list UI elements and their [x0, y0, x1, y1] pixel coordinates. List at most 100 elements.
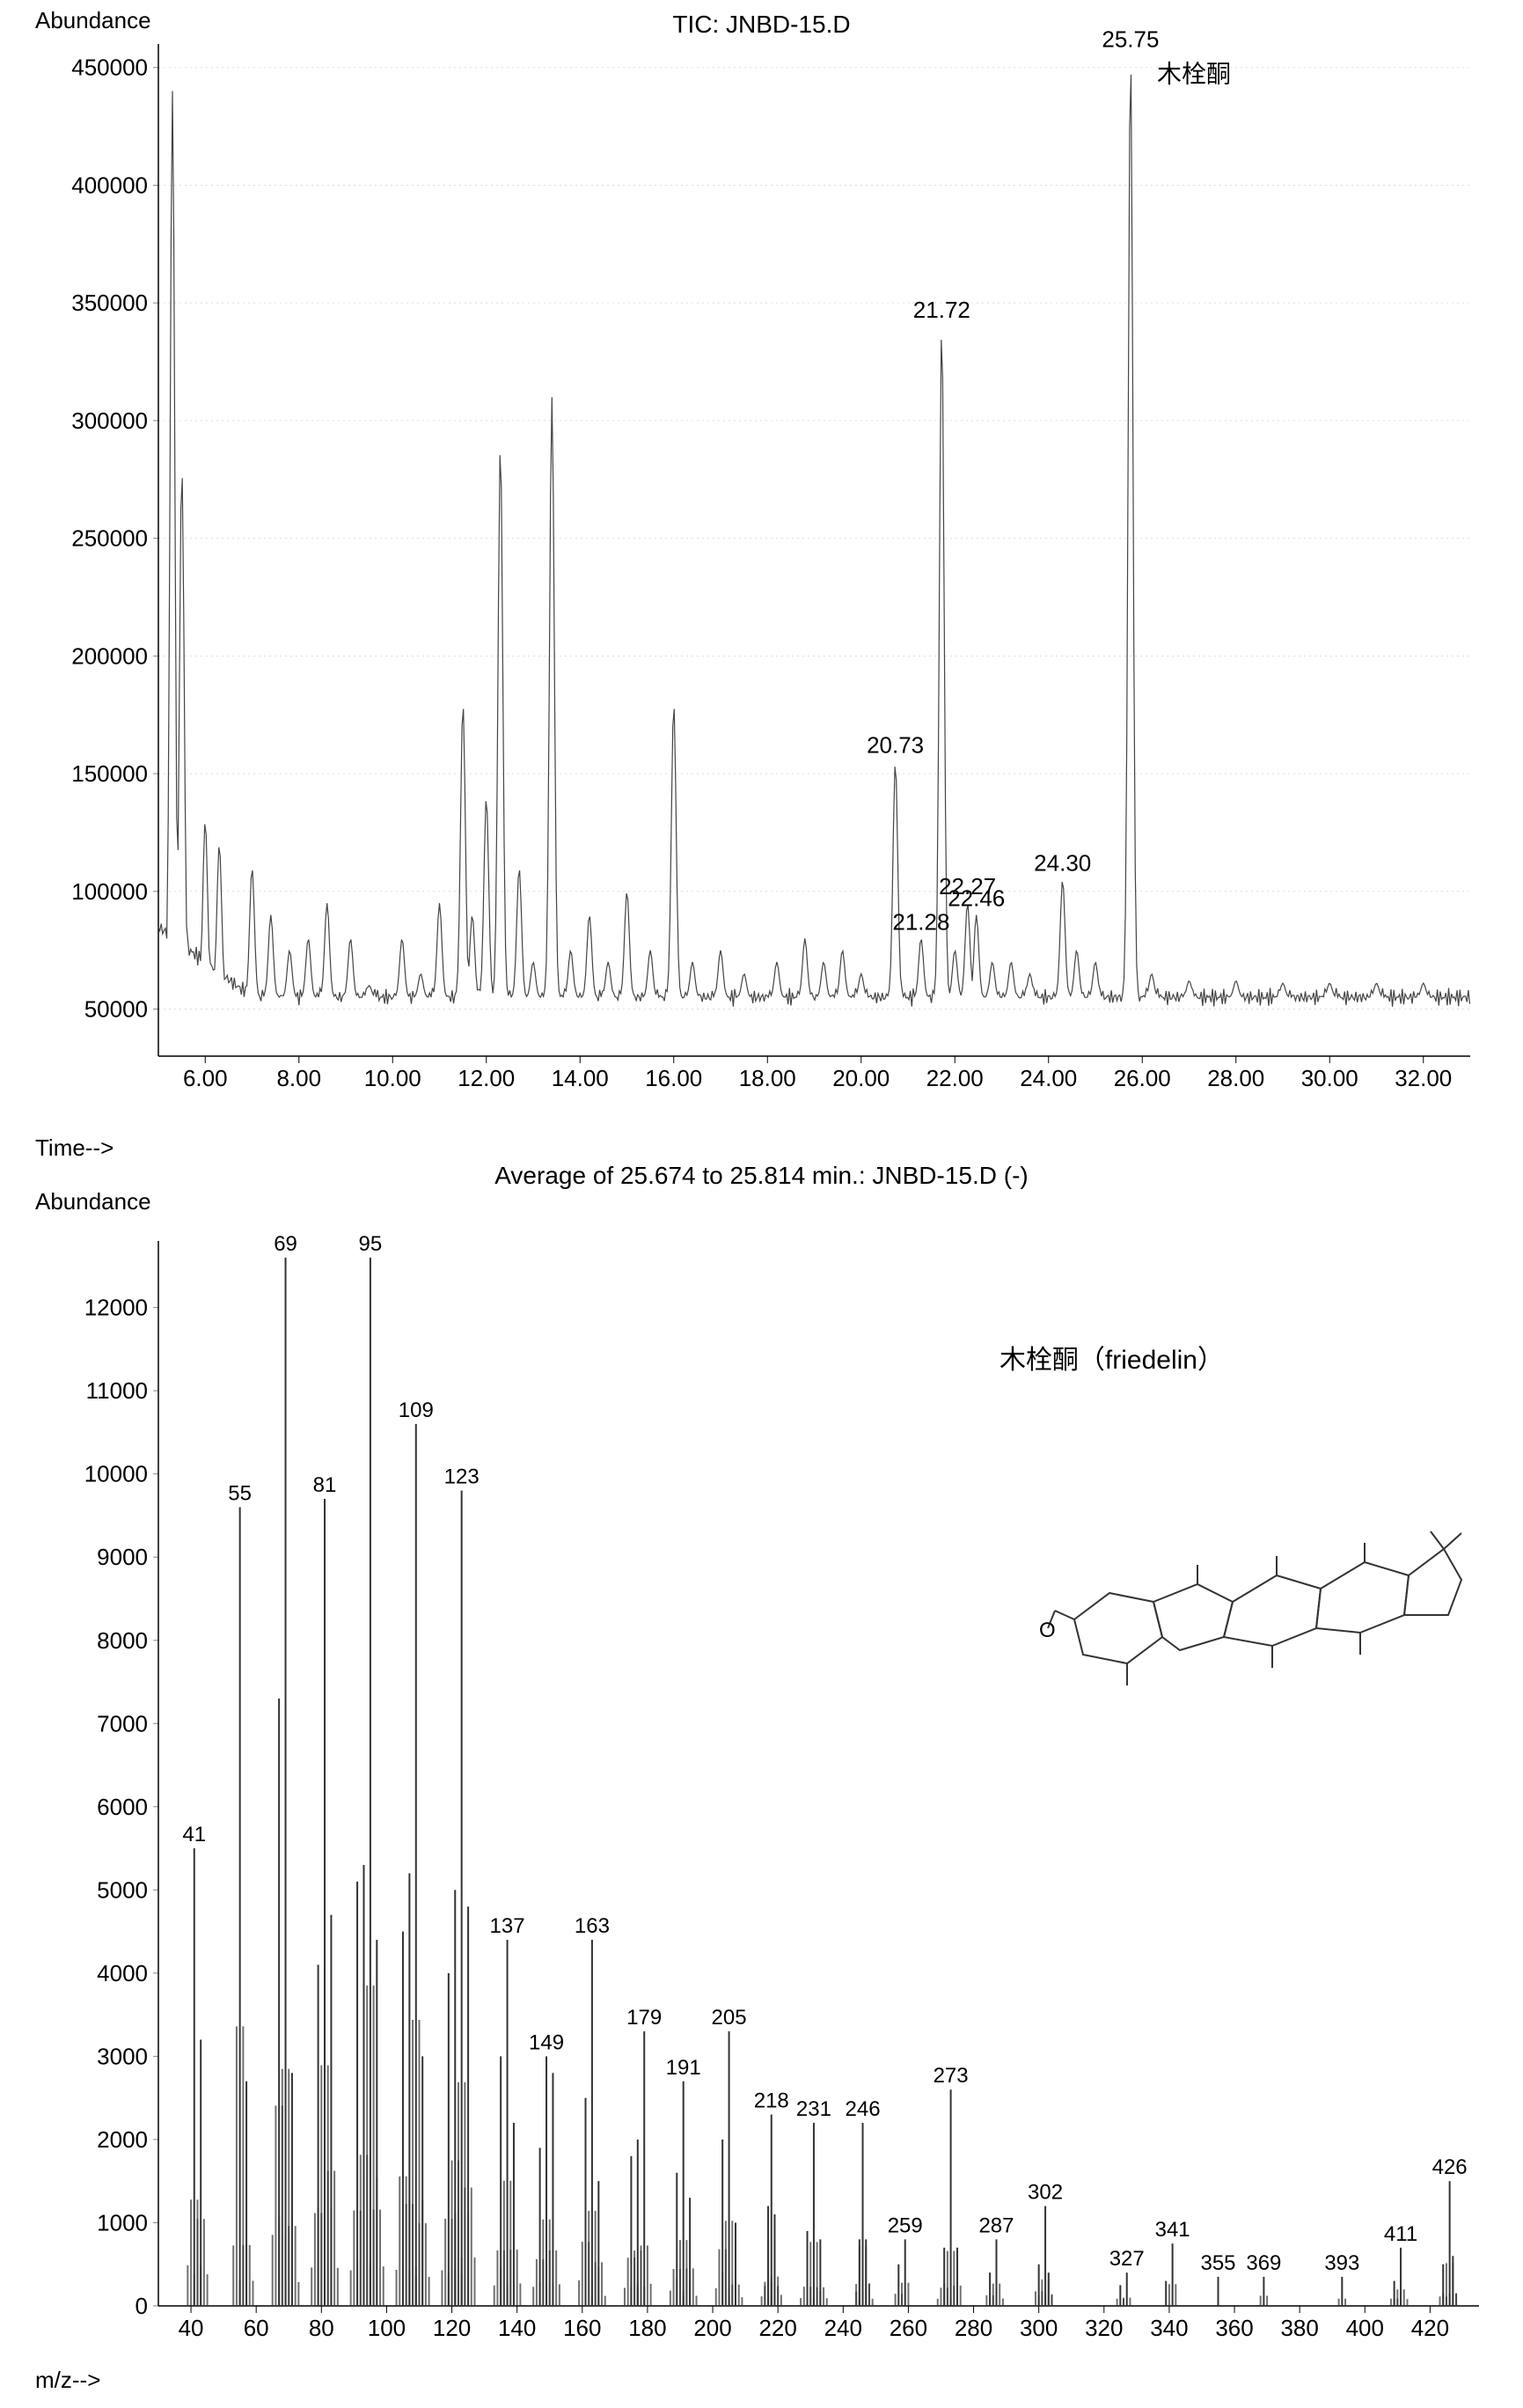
- svg-text:140: 140: [498, 2315, 536, 2341]
- svg-text:220: 220: [758, 2315, 796, 2341]
- svg-text:360: 360: [1215, 2315, 1253, 2341]
- svg-text:26.00: 26.00: [1114, 1065, 1171, 1091]
- svg-text:16.00: 16.00: [645, 1065, 702, 1091]
- svg-text:123: 123: [444, 1465, 480, 1489]
- svg-text:250000: 250000: [71, 525, 148, 552]
- svg-text:8.00: 8.00: [276, 1065, 321, 1091]
- svg-text:400000: 400000: [71, 172, 148, 198]
- top-x-axis-label: Time-->: [35, 1134, 113, 1162]
- svg-text:205: 205: [712, 2006, 747, 2030]
- svg-text:400: 400: [1346, 2315, 1384, 2341]
- svg-text:287: 287: [978, 2213, 1014, 2237]
- svg-text:280: 280: [955, 2315, 992, 2341]
- svg-text:200: 200: [693, 2315, 731, 2341]
- svg-text:10.00: 10.00: [364, 1065, 421, 1091]
- compound-name-label: 木栓酮（friedelin）: [999, 1338, 1224, 1377]
- svg-text:20.73: 20.73: [867, 732, 924, 759]
- svg-text:21.72: 21.72: [913, 297, 970, 323]
- svg-text:4000: 4000: [97, 1960, 148, 1986]
- svg-text:411: 411: [1384, 2222, 1417, 2246]
- tic-panel: Abundance TIC: JNBD-15.D 500001000001500…: [35, 0, 1488, 1162]
- svg-text:100000: 100000: [71, 878, 148, 905]
- svg-text:14.00: 14.00: [552, 1065, 609, 1091]
- svg-text:6.00: 6.00: [183, 1065, 228, 1091]
- svg-text:69: 69: [274, 1232, 297, 1256]
- svg-text:60: 60: [244, 2315, 269, 2341]
- svg-text:149: 149: [529, 2030, 564, 2054]
- svg-text:木栓酮: 木栓酮: [1157, 60, 1231, 87]
- svg-text:450000: 450000: [71, 55, 148, 81]
- svg-text:28.00: 28.00: [1207, 1065, 1264, 1091]
- svg-text:120: 120: [433, 2315, 471, 2341]
- ms-chart: 0 1000 2000 3000 4000 5000 6000 7000 8000 9000 100…: [35, 1206, 1488, 2368]
- svg-text:8000: 8000: [97, 1627, 148, 1654]
- svg-text:0: 0: [135, 2293, 148, 2319]
- svg-text:11000: 11000: [86, 1377, 148, 1404]
- svg-text:32.00: 32.00: [1395, 1065, 1452, 1091]
- svg-text:22.00: 22.00: [926, 1065, 984, 1091]
- svg-text:218: 218: [754, 2089, 789, 2113]
- svg-text:191: 191: [666, 2056, 701, 2080]
- svg-text:80: 80: [309, 2315, 334, 2341]
- bottom-x-axis-label: m/z-->: [35, 2367, 100, 2394]
- svg-text:81: 81: [313, 1473, 337, 1497]
- svg-text:160: 160: [563, 2315, 601, 2341]
- svg-text:426: 426: [1432, 2155, 1468, 2179]
- svg-text:6000: 6000: [97, 1794, 148, 1820]
- bottom-chart-title: Average of 25.674 to 25.814 min.: JNBD-1…: [35, 1162, 1488, 1190]
- svg-text:246: 246: [846, 2097, 881, 2121]
- svg-text:109: 109: [399, 1399, 434, 1422]
- svg-text:150000: 150000: [71, 760, 148, 787]
- svg-text:20.00: 20.00: [832, 1065, 890, 1091]
- friedelin-structure-icon: O: [1048, 1408, 1470, 1725]
- svg-text:12.00: 12.00: [458, 1065, 515, 1091]
- svg-text:420: 420: [1411, 2315, 1449, 2341]
- svg-text:340: 340: [1150, 2315, 1188, 2341]
- svg-text:3000: 3000: [97, 2043, 148, 2069]
- svg-text:25.75: 25.75: [1102, 26, 1159, 52]
- svg-text:380: 380: [1280, 2315, 1318, 2341]
- svg-text:2000: 2000: [97, 2126, 148, 2153]
- svg-text:30.00: 30.00: [1301, 1065, 1358, 1091]
- svg-text:24.30: 24.30: [1034, 849, 1091, 876]
- svg-text:10000: 10000: [84, 1461, 148, 1487]
- svg-text:200000: 200000: [71, 642, 148, 669]
- svg-text:163: 163: [575, 1914, 610, 1938]
- svg-text:350000: 350000: [71, 290, 148, 316]
- svg-text:240: 240: [824, 2315, 862, 2341]
- svg-text:259: 259: [888, 2213, 923, 2237]
- svg-text:327: 327: [1109, 2247, 1145, 2271]
- svg-text:9000: 9000: [97, 1544, 148, 1570]
- svg-text:41: 41: [182, 1823, 206, 1846]
- svg-text:180: 180: [628, 2315, 666, 2341]
- svg-text:231: 231: [796, 2097, 831, 2121]
- svg-text:95: 95: [359, 1232, 383, 1256]
- svg-text:300000: 300000: [71, 407, 148, 434]
- ms-panel: Average of 25.674 to 25.814 min.: JNBD-1…: [35, 1162, 1488, 2394]
- svg-text:355: 355: [1200, 2251, 1235, 2275]
- svg-text:24.00: 24.00: [1020, 1065, 1077, 1091]
- svg-text:1000: 1000: [97, 2209, 148, 2235]
- svg-text:18.00: 18.00: [739, 1065, 796, 1091]
- svg-text:22.46: 22.46: [948, 885, 1005, 912]
- svg-text:393: 393: [1324, 2251, 1359, 2275]
- svg-text:369: 369: [1246, 2251, 1281, 2275]
- svg-text:179: 179: [626, 2006, 662, 2030]
- svg-text:273: 273: [934, 2064, 969, 2088]
- svg-text:50000: 50000: [84, 996, 148, 1023]
- svg-text:40: 40: [179, 2315, 204, 2341]
- svg-text:341: 341: [1155, 2218, 1190, 2242]
- svg-text:12000: 12000: [84, 1295, 148, 1321]
- svg-text:300: 300: [1020, 2315, 1058, 2341]
- svg-text:302: 302: [1028, 2181, 1063, 2205]
- svg-text:100: 100: [368, 2315, 406, 2341]
- svg-text:55: 55: [228, 1482, 252, 1506]
- svg-text:5000: 5000: [97, 1876, 148, 1903]
- tic-chart: 50000 100000 150000 200000 250000 300000 35000…: [35, 26, 1488, 1118]
- svg-text:O: O: [1039, 1619, 1056, 1642]
- svg-text:21.28: 21.28: [892, 908, 949, 935]
- svg-text:7000: 7000: [97, 1710, 148, 1736]
- svg-text:260: 260: [890, 2315, 927, 2341]
- svg-text:137: 137: [490, 1914, 525, 1938]
- svg-text:320: 320: [1085, 2315, 1123, 2341]
